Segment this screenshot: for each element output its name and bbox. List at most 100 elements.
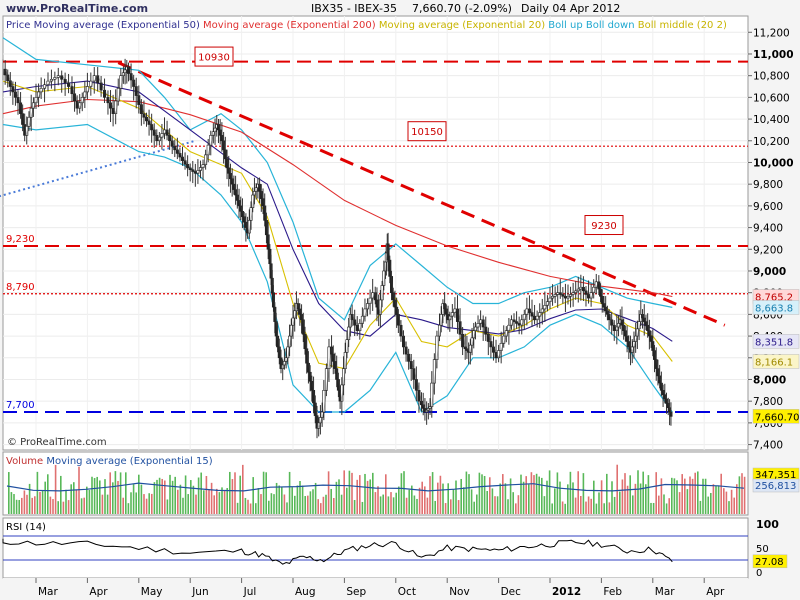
volume-bar (322, 496, 325, 514)
price-tick-label: 9,800 (753, 179, 783, 191)
x-tick-label: Oct (398, 586, 416, 598)
volume-bar (226, 488, 228, 514)
price-candle-body (481, 319, 485, 328)
price-candle-body (623, 330, 627, 337)
volume-bar (140, 484, 143, 514)
volume-bar (582, 473, 585, 514)
volume-bar (665, 503, 668, 514)
price-candle-body (336, 379, 340, 391)
volume-bar (249, 503, 252, 514)
volume-bar (281, 487, 283, 514)
price-candle-body (196, 170, 200, 174)
price-candle-body (116, 88, 120, 102)
volume-bar (416, 498, 418, 514)
x-tick-label: Mar (655, 586, 675, 598)
price-candle-body (378, 299, 382, 315)
price-candle-body (430, 382, 434, 407)
volume-bar (93, 478, 96, 514)
price-candle-body (223, 149, 227, 160)
volume-bar (28, 483, 31, 514)
price-candle-body (258, 183, 262, 192)
volume-bar (476, 494, 478, 514)
volume-bar (522, 481, 525, 514)
volume-bar (18, 500, 20, 514)
volume-bar (743, 476, 746, 514)
volume-bar (171, 480, 174, 514)
price-candle-body (571, 292, 575, 295)
volume-bar (637, 470, 639, 514)
price-legend-entry: Moving average (Exponential 20) (379, 20, 548, 31)
price-candle-body (103, 89, 107, 98)
volume-bar (624, 473, 626, 514)
volume-bar (694, 472, 696, 514)
volume-bar (221, 487, 223, 514)
volume-bar (507, 499, 509, 514)
price-candle-body (395, 306, 399, 315)
volume-bar (296, 485, 299, 514)
price-candle-body (305, 348, 309, 364)
price-candle-body (642, 317, 646, 322)
volume-bar (465, 471, 468, 514)
price-candle-body (605, 310, 609, 315)
volume-bar (359, 475, 361, 514)
price-candle-body (281, 364, 285, 369)
volume-bar (343, 470, 345, 514)
volume-bar (361, 501, 364, 514)
price-tick-label: 7,800 (753, 396, 783, 408)
volume-bar (96, 476, 98, 514)
volume-bar (229, 471, 231, 514)
volume-bar (489, 477, 491, 514)
price-tick-label: 9,600 (753, 201, 783, 213)
price-value-tag (752, 334, 800, 349)
volume-bar (307, 495, 309, 514)
volume-bar (385, 474, 387, 514)
price-candle-body (520, 319, 524, 326)
price-candle-body (450, 312, 454, 317)
price-candle-body (653, 350, 657, 360)
volume-bar (112, 482, 114, 514)
price-candle-body (548, 297, 552, 303)
volume-bar (197, 477, 200, 514)
volume-bar (148, 493, 150, 514)
level-box-label: 9230 (591, 221, 616, 232)
volume-bar (291, 487, 293, 514)
price-candle-body (277, 346, 281, 359)
price-candle-body (439, 314, 443, 326)
price-candle-body (669, 411, 673, 417)
price-candle-body (502, 335, 506, 344)
price-value-tag-label: 8,765.2 (755, 292, 793, 303)
volume-bar (515, 503, 517, 514)
volume-bar (400, 473, 403, 514)
price-candle-body (553, 294, 557, 297)
price-value-tag-label: 8,351.8 (755, 337, 793, 348)
x-tick-label: Apr (89, 586, 108, 598)
volume-bar (686, 489, 689, 514)
price-candle-body (615, 326, 619, 331)
volume-bar (608, 502, 611, 514)
price-candle-body (284, 357, 288, 362)
volume-bar (379, 496, 382, 514)
volume-bar (595, 503, 598, 514)
price-candle-body (409, 361, 413, 369)
downtrend-line (117, 61, 726, 327)
price-candle-body (157, 136, 161, 142)
price-candle-body (134, 86, 138, 96)
price-candle-body (129, 73, 133, 81)
volume-bar (369, 479, 371, 514)
price-tick-label: 10,800 (753, 71, 790, 83)
volume-bar (132, 484, 135, 514)
volume-bar (304, 496, 306, 514)
volume-bar (10, 492, 13, 514)
price-candle-body (373, 292, 377, 301)
price-candle-body (473, 326, 477, 331)
price-candle-body (472, 330, 476, 339)
price-candle-body (168, 135, 172, 142)
price-candle-body (644, 321, 648, 326)
volume-bar (720, 473, 722, 514)
rsi-legend-entry: RSI (14) (6, 522, 46, 533)
price-candle-body (19, 102, 23, 114)
price-candle-body (34, 97, 38, 104)
price-candle-body (137, 95, 141, 105)
price-candle-body (56, 75, 60, 78)
price-candle-body (647, 330, 651, 337)
